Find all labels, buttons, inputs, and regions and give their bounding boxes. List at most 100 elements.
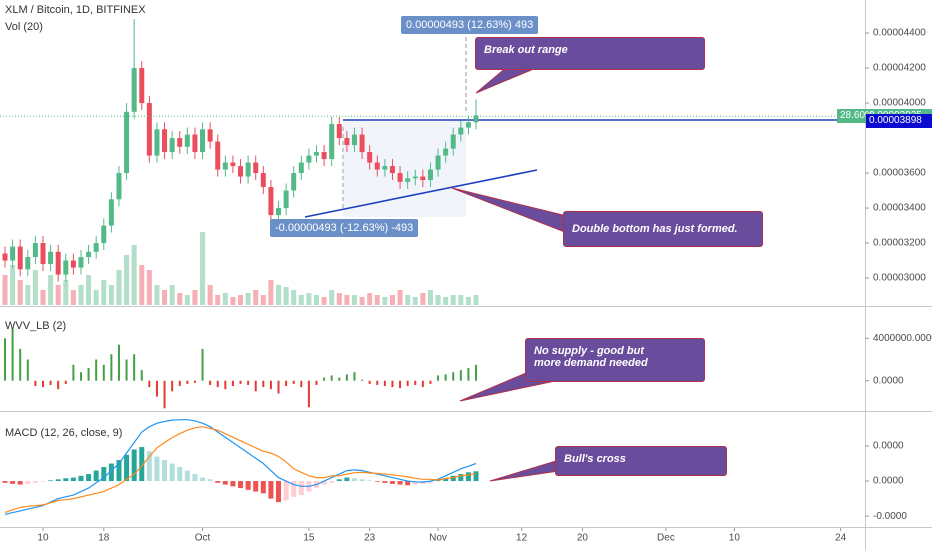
histogram-bar xyxy=(458,474,464,482)
candle-body xyxy=(321,152,327,160)
bar xyxy=(193,380,196,383)
volume-bar xyxy=(260,295,266,305)
change-label: 28.60% xyxy=(837,109,874,124)
candle-body xyxy=(420,176,426,181)
histogram-bar xyxy=(63,478,69,482)
candle-body xyxy=(177,138,183,147)
bar xyxy=(19,348,22,381)
histogram-bar xyxy=(169,463,175,482)
x-tick-label: 20 xyxy=(577,533,589,544)
bar xyxy=(338,377,341,381)
volume-bar xyxy=(40,290,46,305)
volume-bar xyxy=(450,295,456,305)
y-tick-label: -0.0000 xyxy=(873,511,907,522)
volume-bar xyxy=(200,232,206,305)
candle-body xyxy=(374,162,380,170)
histogram-bar xyxy=(351,478,357,482)
volume-bar xyxy=(276,285,282,305)
volume-bar xyxy=(420,293,426,305)
histogram-bar xyxy=(427,481,433,483)
bar xyxy=(475,364,478,381)
y-tick-label: 0.00003000 xyxy=(873,273,926,284)
bar xyxy=(247,380,250,385)
candle-body xyxy=(458,127,464,135)
bar xyxy=(140,370,143,381)
volume-bar xyxy=(298,295,304,305)
bar xyxy=(300,380,303,388)
volume-bar xyxy=(63,280,69,305)
candle-body xyxy=(131,68,137,112)
candle-body xyxy=(139,68,145,104)
candle-body xyxy=(70,260,76,268)
candle-body xyxy=(222,162,228,170)
volume-bar xyxy=(344,295,350,305)
volume-bar xyxy=(389,295,395,305)
histogram-bar xyxy=(200,477,206,482)
y-tick-label: 0.0000 xyxy=(873,375,904,386)
x-tick-label: 15 xyxy=(303,533,315,544)
candle-body xyxy=(63,260,69,275)
bar xyxy=(452,372,455,381)
bar xyxy=(323,377,326,381)
histogram-bar xyxy=(192,474,198,482)
histogram-bar xyxy=(336,479,342,482)
volume-bar xyxy=(32,270,38,305)
histogram-bar xyxy=(101,467,107,482)
histogram-bar xyxy=(78,475,84,482)
volume-bar xyxy=(382,297,388,305)
volume-bar xyxy=(139,265,145,305)
histogram-bar xyxy=(283,481,289,501)
bar xyxy=(72,364,75,381)
candle-body xyxy=(154,129,160,156)
y-tick-label: 4000000.0000 xyxy=(873,333,932,344)
volume-bar xyxy=(329,290,335,305)
histogram-bar xyxy=(367,480,373,482)
macd-line xyxy=(4,419,477,515)
bar xyxy=(57,380,60,390)
volume-bar xyxy=(17,280,23,305)
candle-body xyxy=(245,162,251,177)
volume-bar xyxy=(93,290,99,305)
histogram-bar xyxy=(40,481,46,482)
histogram-bar xyxy=(124,454,130,482)
candle-body xyxy=(443,148,449,156)
candle-body xyxy=(435,155,441,170)
volume-bar xyxy=(443,297,449,305)
volume-bar xyxy=(55,285,61,305)
annotation: No supply - good but more demand needed xyxy=(525,338,705,382)
histogram-bar xyxy=(389,481,395,484)
bar xyxy=(64,380,67,384)
volume-bar xyxy=(230,297,236,305)
x-tick-label: 23 xyxy=(364,533,376,544)
histogram-bar xyxy=(405,481,411,486)
bar xyxy=(353,372,356,381)
volume-bar xyxy=(169,285,175,305)
bar xyxy=(421,380,424,388)
volume-bar xyxy=(162,290,168,305)
histogram-bar xyxy=(382,481,388,483)
histogram-bar xyxy=(329,481,335,483)
histogram-bar xyxy=(298,481,304,496)
bar xyxy=(368,380,371,384)
bar xyxy=(262,380,265,388)
x-tick-label: Oct xyxy=(195,533,211,544)
price-label: 0.00003898 xyxy=(866,113,932,128)
y-tick-label: 0.0000 xyxy=(873,441,904,452)
bar xyxy=(110,354,113,381)
histogram-bar xyxy=(276,481,282,503)
candle-body xyxy=(367,152,373,163)
volume-bar xyxy=(10,265,16,305)
bar xyxy=(437,375,440,381)
histogram-bar xyxy=(230,481,236,487)
bar xyxy=(231,380,234,387)
histogram-bar xyxy=(238,481,244,489)
y-tick-label: 0.00004200 xyxy=(873,63,926,74)
bar xyxy=(133,354,136,381)
bar xyxy=(11,328,14,381)
candle-body xyxy=(207,129,213,142)
volume-bar xyxy=(321,297,327,305)
histogram-bar xyxy=(17,481,23,485)
candle-body xyxy=(427,169,433,181)
volume-bar xyxy=(154,285,160,305)
